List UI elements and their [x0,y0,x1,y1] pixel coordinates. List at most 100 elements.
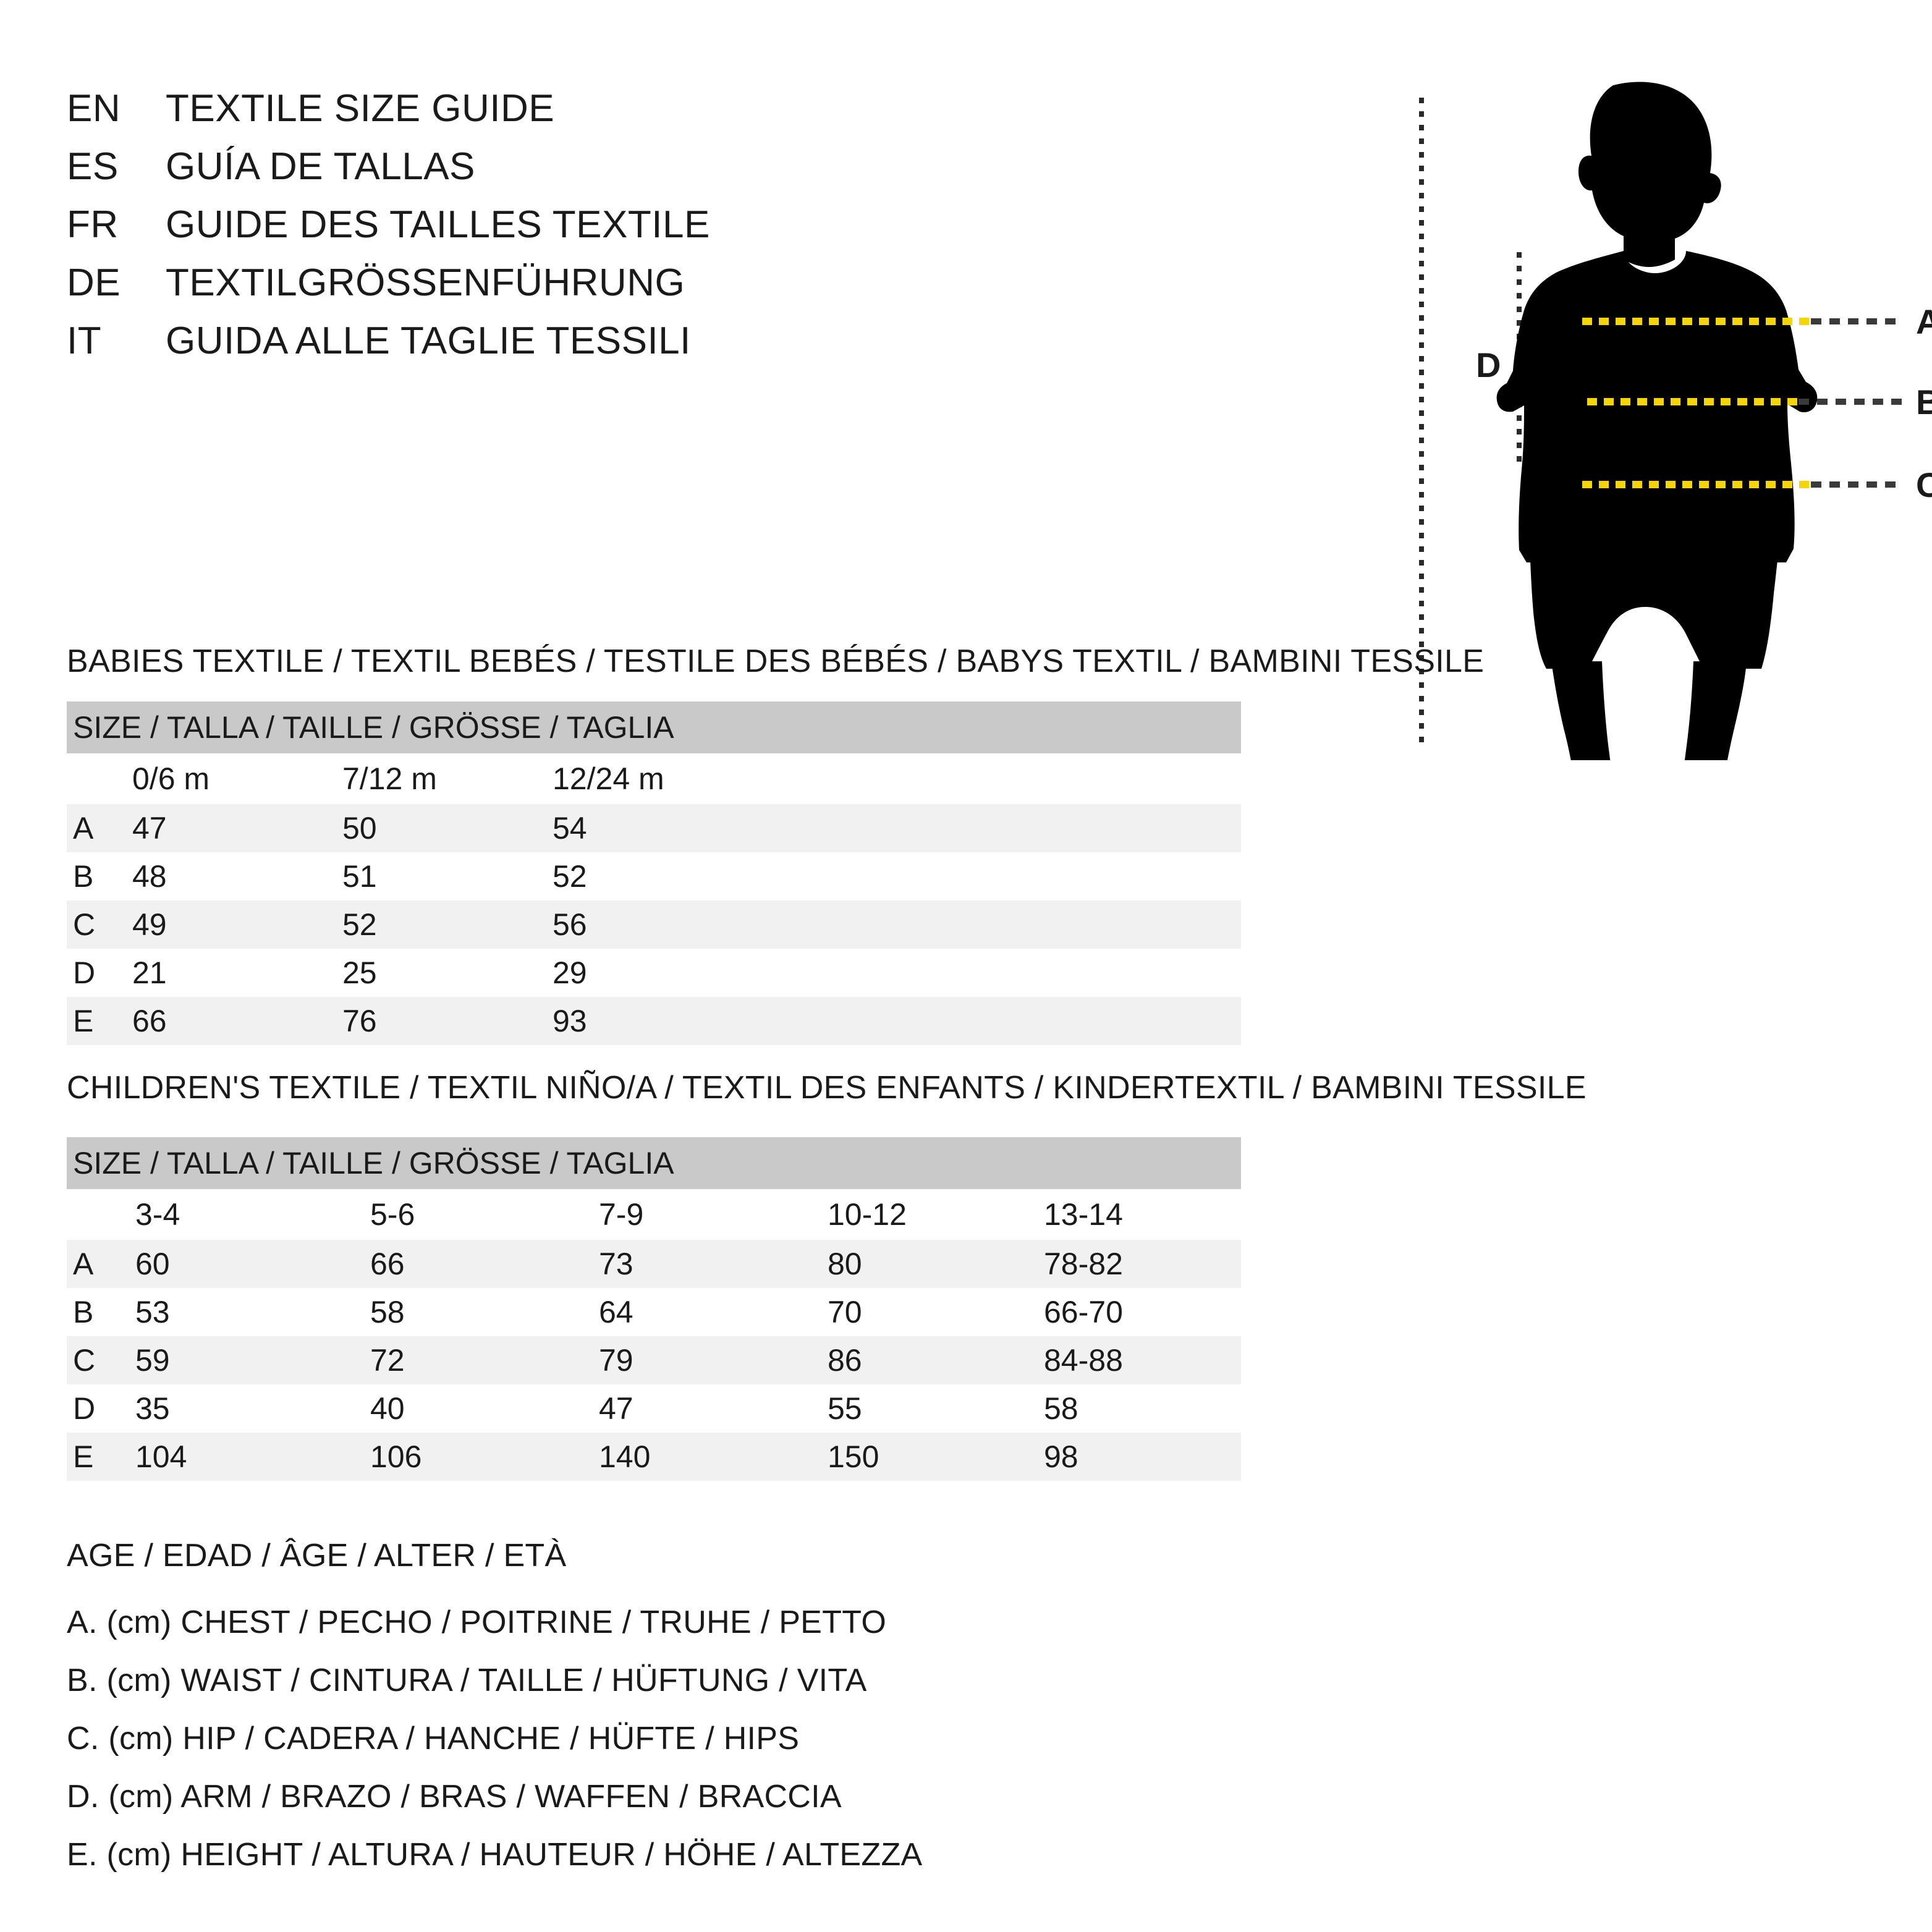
children-cell-b-1: 58 [370,1295,405,1329]
legend-age-line: AGE / EDAD / ÂGE / ALTER / ETÀ [67,1538,567,1574]
language-title-fr: GUIDE DES TAILLES TEXTILE [166,203,710,246]
table-row: D 21 25 29 [67,949,1241,997]
children-cell-c-4: 84-88 [1040,1336,1241,1384]
language-row-de: DE TEXTILGRÖSSENFÜHRUNG [67,261,710,319]
table-row: C 59 72 79 86 84-88 [67,1336,1241,1384]
children-column-header-row: 3-4 5-6 7-9 10-12 13-14 [67,1189,1241,1240]
babies-section-title: BABIES TEXTILE / TEXTIL BEBÉS / TESTILE … [67,643,1485,679]
children-cell-d-2: 47 [599,1391,633,1426]
children-cell-c-1: 72 [366,1336,595,1384]
babies-row-tail-c [759,900,1241,949]
language-title-de: TEXTILGRÖSSENFÜHRUNG [166,261,685,304]
children-cell-b-3: 70 [828,1295,862,1329]
babies-cell-b-2: 52 [553,859,587,894]
children-cell-c-3: 86 [824,1336,1040,1384]
table-row: A 60 66 73 80 78-82 [67,1240,1241,1288]
babies-header-tail [759,753,1241,804]
language-row-en: EN TEXTILE SIZE GUIDE [67,87,710,145]
babies-row-tail-a [759,804,1241,852]
children-column-0: 3-4 [132,1189,366,1240]
babies-cell-a-1: 50 [339,804,549,852]
children-row-label-e: E [67,1433,132,1481]
babies-cell-d-1: 25 [342,955,377,990]
children-cell-c-2: 79 [595,1336,824,1384]
children-cell-e-4: 98 [1040,1433,1241,1481]
babies-row-label-b: B [73,859,94,894]
children-cell-c-0: 59 [132,1336,366,1384]
babies-cell-b-1: 51 [342,859,377,894]
children-cell-a-2: 73 [595,1240,824,1288]
language-header-block: EN TEXTILE SIZE GUIDE ES GUÍA DE TALLAS … [67,87,710,377]
babies-cell-e-2: 93 [549,997,759,1045]
children-row-label-c: C [67,1336,132,1384]
language-code-fr: FR [67,203,119,246]
children-cell-d-3: 55 [828,1391,862,1426]
arm-label-d: D [1476,345,1501,384]
children-cell-d-1: 40 [370,1391,405,1426]
babies-column-header-row: 0/6 m 7/12 m 12/24 m [67,753,1241,804]
language-code-de: DE [67,261,121,304]
babies-size-band-label: SIZE / TALLA / TAILLE / GRÖSSE / TAGLIA [67,701,1241,753]
hip-label-c: C [1916,465,1932,504]
measurement-legend: AGE / EDAD / ÂGE / ALTER / ETÀ A. (cm) C… [67,1527,923,1884]
table-row: E 66 76 93 [67,997,1241,1045]
babies-cell-a-0: 47 [129,804,339,852]
child-silhouette-diagram: A B C D E [1419,82,1932,760]
babies-column-2: 12/24 m [549,753,759,804]
children-column-2: 7-9 [595,1189,824,1240]
babies-cell-d-2: 29 [553,955,587,990]
children-cell-a-4: 78-82 [1040,1240,1241,1288]
children-cell-a-0: 60 [132,1240,366,1288]
waist-label-b: B [1916,383,1932,422]
language-title-es: GUÍA DE TALLAS [166,145,475,188]
babies-cell-d-0: 21 [132,955,167,990]
children-cell-e-2: 140 [595,1433,824,1481]
babies-column-0: 0/6 m [129,753,339,804]
children-row-label-a: A [67,1240,132,1288]
legend-item-e: E. (cm) HEIGHT / ALTURA / HAUTEUR / HÖHE… [67,1837,923,1873]
children-cell-a-1: 66 [366,1240,595,1288]
babies-cell-a-2: 54 [549,804,759,852]
children-cell-e-0: 104 [132,1433,366,1481]
language-code-en: EN [67,87,121,130]
babies-row-tail-e [759,997,1241,1045]
babies-row-label-e: E [67,997,129,1045]
measurement-figure: A B C D E [1403,74,1932,760]
children-column-3: 10-12 [824,1189,1040,1240]
babies-row-tail-b [759,852,1241,900]
language-code-es: ES [67,145,119,188]
babies-row-label-d: D [73,955,96,990]
children-column-4: 13-14 [1040,1189,1241,1240]
children-cell-e-1: 106 [366,1433,595,1481]
table-row: D 35 40 47 55 58 [67,1384,1241,1433]
children-cell-e-3: 150 [824,1433,1040,1481]
legend-item-c: C. (cm) HIP / CADERA / HANCHE / HÜFTE / … [67,1721,800,1756]
legend-item-a: A. (cm) CHEST / PECHO / POITRINE / TRUHE… [67,1604,887,1640]
chest-label-a: A [1916,302,1932,341]
children-cell-b-0: 53 [135,1295,170,1329]
babies-cell-c-2: 56 [549,900,759,949]
babies-size-band-row: SIZE / TALLA / TAILLE / GRÖSSE / TAGLIA [67,701,1241,753]
table-row: B 48 51 52 [67,852,1241,900]
language-row-it: IT GUIDA ALLE TAGLIE TESSILI [67,319,710,377]
babies-row-label-a: A [67,804,129,852]
children-size-table: SIZE / TALLA / TAILLE / GRÖSSE / TAGLIA … [67,1137,1241,1481]
table-row: B 53 58 64 70 66-70 [67,1288,1241,1336]
babies-cell-c-1: 52 [339,900,549,949]
babies-cell-c-0: 49 [129,900,339,949]
children-cell-b-4: 66-70 [1044,1295,1123,1329]
children-size-band-label: SIZE / TALLA / TAILLE / GRÖSSE / TAGLIA [67,1137,1241,1189]
children-size-band-row: SIZE / TALLA / TAILLE / GRÖSSE / TAGLIA [67,1137,1241,1189]
babies-column-1: 7/12 m [339,753,549,804]
language-row-fr: FR GUIDE DES TAILLES TEXTILE [67,203,710,261]
babies-cell-b-0: 48 [132,859,167,894]
babies-cell-e-1: 76 [339,997,549,1045]
children-cell-b-2: 64 [599,1295,633,1329]
babies-row-tail-d [759,949,1241,997]
children-row-label-b: B [73,1295,94,1329]
children-column-1: 5-6 [366,1189,595,1240]
language-row-es: ES GUÍA DE TALLAS [67,145,710,203]
children-header-spacer [67,1189,132,1240]
babies-size-table: SIZE / TALLA / TAILLE / GRÖSSE / TAGLIA … [67,701,1241,1045]
